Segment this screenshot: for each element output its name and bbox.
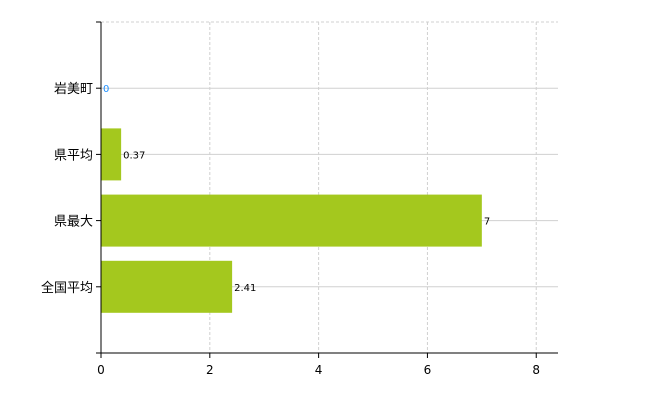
bar bbox=[101, 194, 482, 247]
data-label: 7 bbox=[484, 217, 490, 228]
bar bbox=[101, 260, 233, 313]
y-tick-label: 岩美町 bbox=[54, 82, 93, 97]
data-label: 2.41 bbox=[234, 283, 256, 294]
x-tick-label: 6 bbox=[424, 363, 432, 377]
y-tick-label: 全国平均 bbox=[41, 280, 93, 296]
y-tick-label: 県最大 bbox=[54, 215, 93, 230]
x-tick-label: 0 bbox=[97, 363, 105, 377]
x-tick-label: 2 bbox=[206, 363, 214, 377]
data-label: 0 bbox=[103, 84, 109, 95]
x-tick-label: 4 bbox=[315, 363, 323, 377]
data-label: 0.37 bbox=[123, 150, 145, 161]
x-tick-label: 8 bbox=[532, 363, 540, 377]
bar bbox=[101, 128, 122, 181]
y-tick-label: 県平均 bbox=[54, 148, 93, 163]
